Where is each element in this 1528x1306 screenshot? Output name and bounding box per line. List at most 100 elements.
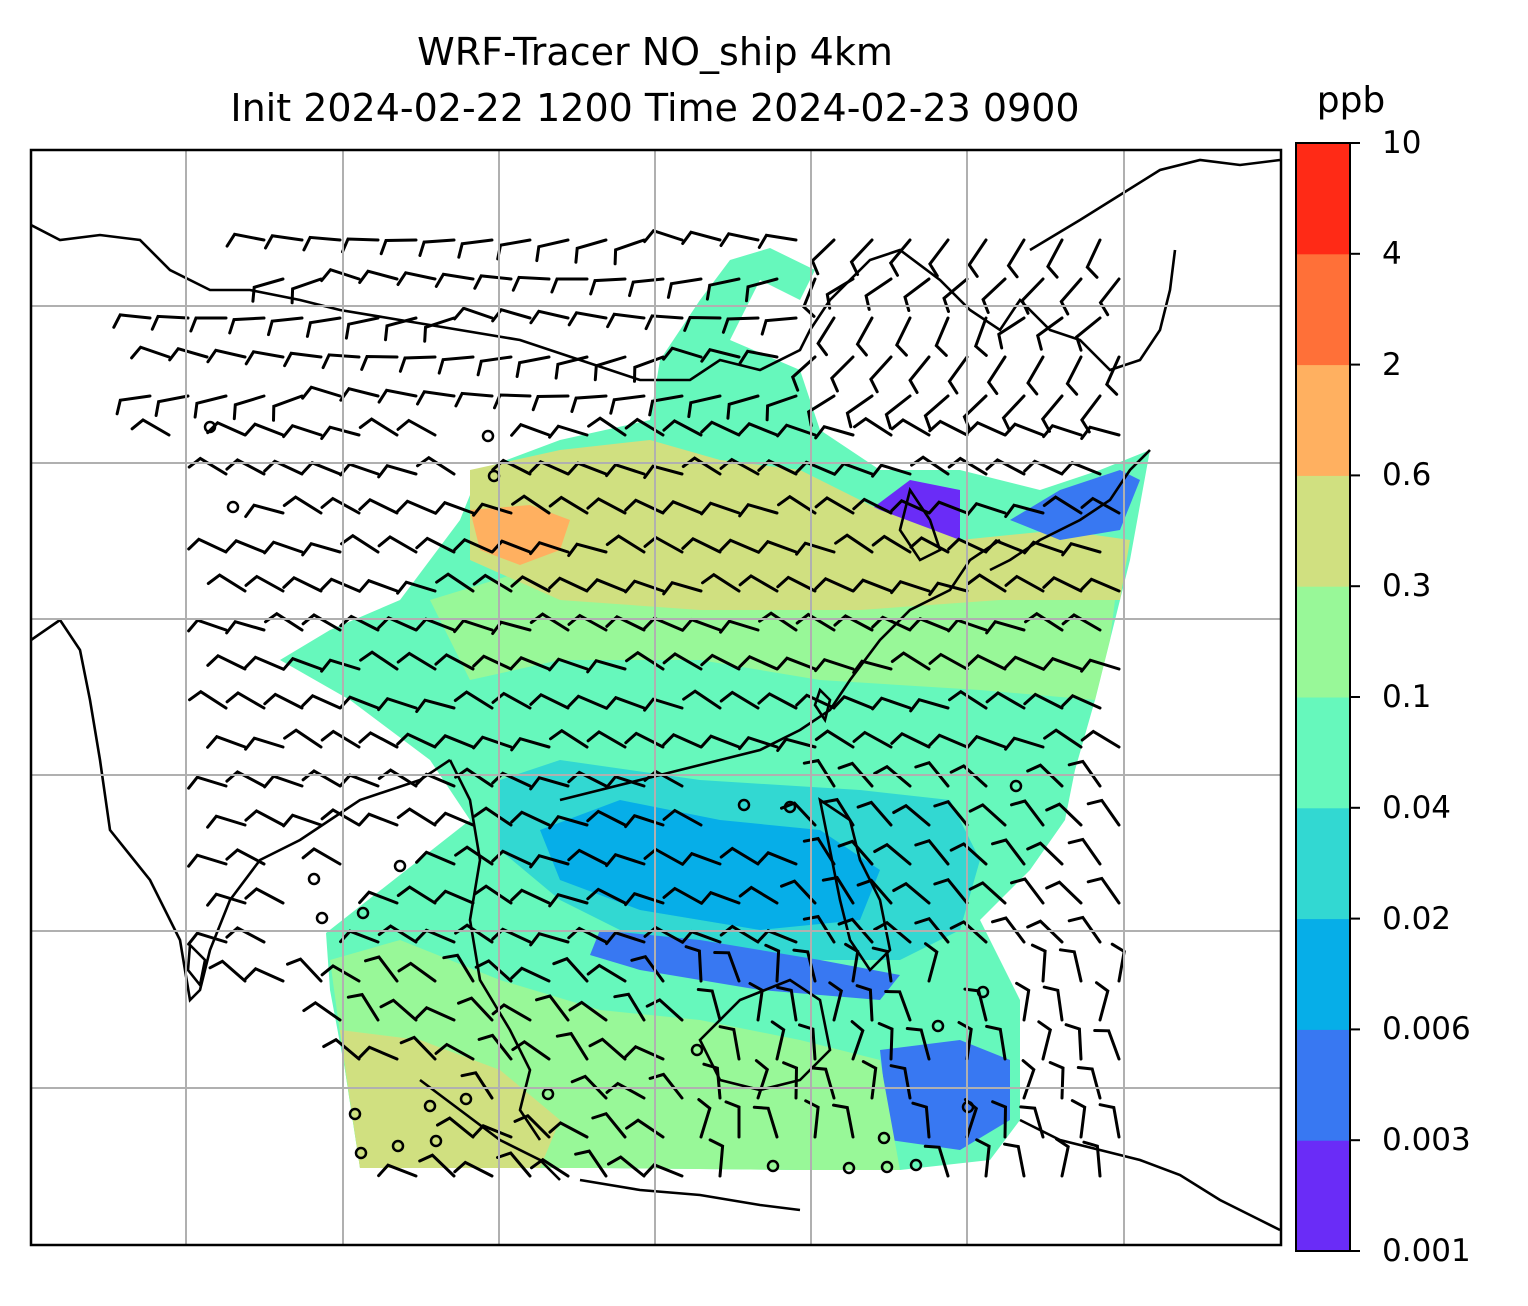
wind-barb	[1019, 1105, 1045, 1139]
wind-barb	[282, 495, 323, 515]
wind-barb	[377, 768, 418, 788]
wind-barb	[708, 1138, 725, 1178]
wind-barb	[662, 733, 703, 749]
wind-barb	[697, 1098, 712, 1139]
wind-barb	[700, 420, 741, 437]
wind-barb	[1076, 1066, 1102, 1100]
wind-barb	[850, 1020, 865, 1061]
wind-barb	[496, 1151, 532, 1178]
wind-barb	[434, 811, 475, 827]
wind-barb	[472, 573, 513, 593]
wind-barb	[397, 961, 437, 983]
coast-philippines	[818, 797, 892, 973]
wind-barb	[264, 611, 304, 632]
wind-barb	[605, 1081, 646, 1100]
wind-barb	[1010, 877, 1045, 905]
wind-barb	[320, 496, 361, 515]
wind-barb	[339, 462, 380, 477]
wind-barb	[687, 394, 722, 419]
wind-barb	[1042, 656, 1083, 671]
wind-barb	[719, 232, 760, 247]
wind-barb	[613, 238, 646, 266]
wind-barb	[844, 942, 860, 983]
wind-barb	[624, 498, 665, 515]
wind-barb	[244, 574, 285, 593]
colorbar-segment	[1296, 1140, 1350, 1252]
wind-barb	[894, 316, 912, 357]
wind-barb	[1082, 1140, 1102, 1178]
wind-barbs	[112, 228, 1126, 1178]
wind-barb	[1042, 985, 1064, 1022]
wind-barb	[208, 959, 247, 983]
wind-barb	[510, 656, 551, 671]
wind-barb	[967, 238, 988, 278]
wind-barb	[418, 238, 456, 257]
wind-barb	[1098, 277, 1121, 317]
wind-barb	[396, 807, 437, 827]
wind-barb	[700, 734, 741, 749]
wind-barb	[418, 1153, 456, 1178]
wind-barb	[888, 238, 912, 277]
wind-barb	[283, 351, 323, 368]
wind-barb	[529, 775, 570, 791]
wind-barb	[548, 495, 589, 515]
wind-barb	[738, 574, 779, 593]
wind-barb	[225, 232, 266, 248]
colorbar-tick-label: 0.1	[1382, 679, 1432, 715]
wind-barb	[832, 1103, 855, 1139]
wind-barb	[1095, 981, 1110, 1022]
wind-barb	[358, 497, 399, 515]
wind-barb	[1023, 540, 1064, 555]
wind-barb	[644, 314, 684, 331]
wind-barb	[719, 457, 760, 476]
colorbar	[1295, 142, 1360, 1252]
field-very-low-band	[590, 930, 900, 1000]
wind-barb	[1010, 799, 1045, 827]
wind-barb	[802, 914, 836, 944]
wind-barb	[272, 394, 304, 422]
wind-barb	[757, 458, 798, 476]
wind-barb	[724, 1100, 741, 1139]
wind-barb	[833, 614, 874, 632]
wind-barb	[1058, 948, 1083, 983]
wind-barb	[286, 957, 323, 983]
wind-barb	[928, 652, 969, 671]
wind-barb	[814, 496, 855, 515]
wind-barb	[301, 385, 342, 400]
wind-barb	[684, 945, 703, 983]
wind-barb	[1037, 1020, 1053, 1061]
wind-barb	[949, 920, 988, 944]
wind-barb	[681, 851, 722, 866]
wind-barb	[949, 764, 988, 788]
wind-barb	[911, 1101, 931, 1139]
wind-barb	[377, 616, 418, 632]
wind-barb	[301, 769, 342, 788]
wind-barb	[997, 316, 1026, 350]
wind-barb	[434, 889, 475, 905]
colorbar-tick-label: 0.001	[1382, 1233, 1471, 1269]
wind-barb	[1015, 981, 1031, 1022]
colorbar-segment	[1296, 364, 1350, 476]
wind-barb	[515, 355, 551, 378]
wind-barb	[548, 1121, 589, 1139]
wind-barb	[947, 456, 988, 476]
wind-barb	[1026, 841, 1064, 866]
wind-barb	[821, 875, 855, 905]
wind-barb	[491, 539, 532, 554]
wind-barb	[853, 416, 893, 437]
wind-barb	[933, 799, 969, 827]
wind-barb	[738, 502, 779, 518]
wind-barb	[890, 651, 931, 671]
wind-barb	[792, 948, 817, 983]
wind-barb	[193, 394, 228, 419]
wind-barb	[981, 277, 1007, 314]
wind-barb	[434, 500, 475, 515]
wind-barb	[852, 578, 893, 593]
wind-barb	[472, 502, 513, 517]
wind-barb	[957, 1021, 973, 1061]
wind-barb	[852, 497, 893, 515]
wind-barb	[1004, 655, 1045, 671]
wind-barb	[263, 540, 304, 555]
wind-barb	[282, 575, 323, 593]
wind-barb	[662, 886, 703, 905]
